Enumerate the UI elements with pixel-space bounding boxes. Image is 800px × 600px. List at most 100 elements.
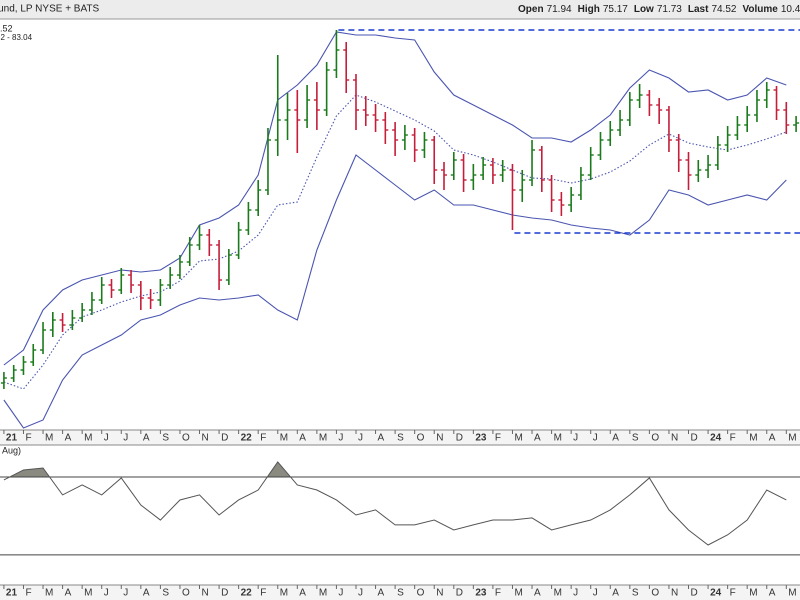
- x-tick-label: F: [260, 588, 266, 599]
- ohlc-bar: [577, 167, 584, 200]
- x-tick-label: A: [143, 433, 150, 444]
- x-tick-label: 23: [475, 588, 487, 599]
- ohlc-bar: [597, 132, 604, 160]
- x-tick-label: M: [749, 588, 757, 599]
- ohlc-bar: [793, 116, 800, 132]
- x-tick-label: D: [221, 433, 228, 444]
- symbol: Fund, LP NYSE + BATS: [0, 4, 100, 15]
- x-tick-label: O: [651, 433, 659, 444]
- ohlc-bar: [118, 268, 125, 294]
- x-tick-label: F: [495, 588, 501, 599]
- ohlc-bar: [98, 277, 105, 304]
- ohlc-bar: [450, 152, 457, 180]
- ohlc-bar: [333, 30, 340, 78]
- x-tick-label: J: [104, 433, 109, 444]
- ohlc-bar: [665, 106, 672, 152]
- indicator-panel: [0, 461, 800, 556]
- x-tick-label: J: [123, 588, 128, 599]
- ohlc-bar: [264, 128, 271, 195]
- ohlc-bar: [441, 162, 448, 190]
- overlay-label: 52 - 83.04: [0, 33, 33, 42]
- x-tick-label: 22: [241, 433, 253, 444]
- x-tick-label: S: [397, 433, 404, 444]
- x-tick-label: D: [456, 433, 463, 444]
- x-tick-label: A: [612, 433, 619, 444]
- ohlc-bar: [509, 164, 516, 230]
- ohlc-bar: [617, 110, 624, 136]
- ohlc-bar: [147, 289, 154, 309]
- x-tick-label: N: [671, 588, 678, 599]
- x-tick-label: A: [534, 433, 541, 444]
- x-tick-label: A: [143, 588, 150, 599]
- x-tick-label: A: [769, 588, 776, 599]
- ohlc-bar: [137, 281, 144, 310]
- quote-value: 74.52: [711, 4, 736, 15]
- ohlc-bar: [431, 136, 438, 184]
- ohlc-bar: [714, 136, 721, 170]
- x-tick-label: J: [123, 433, 128, 444]
- x-tick-label: A: [65, 433, 72, 444]
- x-tick-label: M: [84, 433, 92, 444]
- quote-label: High: [578, 4, 600, 15]
- quote-value: 71.73: [657, 4, 682, 15]
- ohlc-bar: [20, 356, 27, 375]
- price-panel: [0, 29, 800, 429]
- x-tick-label: M: [319, 433, 327, 444]
- x-tick-label: J: [573, 588, 578, 599]
- x-tick-label: J: [358, 433, 363, 444]
- ohlc-bar: [489, 158, 496, 184]
- x-tick-label: S: [632, 588, 639, 599]
- header-bar: [0, 0, 800, 19]
- x-tick-label: M: [749, 433, 757, 444]
- ohlc-bar: [40, 322, 47, 354]
- x-tick-label: O: [417, 588, 425, 599]
- x-tick-label: M: [319, 588, 327, 599]
- x-tick-label: 21: [6, 433, 18, 444]
- x-tick-label: 21: [6, 588, 18, 599]
- x-tick-label: A: [299, 433, 306, 444]
- x-tick-label: O: [417, 433, 425, 444]
- x-tick-label: A: [769, 433, 776, 444]
- ohlc-bar: [235, 222, 242, 259]
- x-tick-label: A: [378, 588, 385, 599]
- x-tick-label: S: [632, 433, 639, 444]
- x-tick-label: F: [25, 433, 31, 444]
- ohlc-bar: [352, 74, 359, 130]
- ohlc-bar: [284, 93, 291, 140]
- ohlc-bar: [421, 132, 428, 158]
- quote-line: Open 71.94 High 75.17 Low 71.73 Last 74.52 Volum…: [518, 4, 800, 15]
- band-line: [3, 94, 787, 390]
- ohlc-bar: [225, 249, 232, 285]
- ohlc-bar: [294, 90, 301, 153]
- ohlc-bar: [323, 62, 330, 116]
- quote-label: Open: [518, 4, 544, 15]
- x-tick-label: S: [397, 588, 404, 599]
- x-tick-label: D: [691, 588, 698, 599]
- ohlc-bar: [626, 92, 633, 126]
- x-tick-label: D: [221, 588, 228, 599]
- ohlc-bar: [753, 90, 760, 122]
- ohlc-bar: [558, 192, 565, 216]
- x-tick-label: A: [534, 588, 541, 599]
- x-tick-label: D: [456, 588, 463, 599]
- x-tick-label: A: [299, 588, 306, 599]
- quote-value: 71.94: [547, 4, 572, 15]
- ohlc-bar: [186, 237, 193, 266]
- ohlc-bar: [763, 82, 770, 108]
- x-tick-label: J: [338, 433, 343, 444]
- x-tick-label: N: [436, 433, 443, 444]
- x-tick-label: M: [788, 433, 796, 444]
- x-tick-label: J: [573, 433, 578, 444]
- x-tick-label: J: [338, 588, 343, 599]
- ohlc-bar: [274, 55, 281, 156]
- ohlc-bar: [480, 157, 487, 180]
- ohlc-bar: [206, 229, 213, 256]
- ohlc-bar: [538, 146, 545, 192]
- ohlc-bar: [734, 116, 741, 140]
- x-tick-label: A: [378, 433, 385, 444]
- ohlc-bar: [69, 310, 76, 330]
- quote-label: Volume: [742, 4, 778, 15]
- quote-value: 10.4M: [781, 4, 800, 15]
- x-tick-label: F: [730, 588, 736, 599]
